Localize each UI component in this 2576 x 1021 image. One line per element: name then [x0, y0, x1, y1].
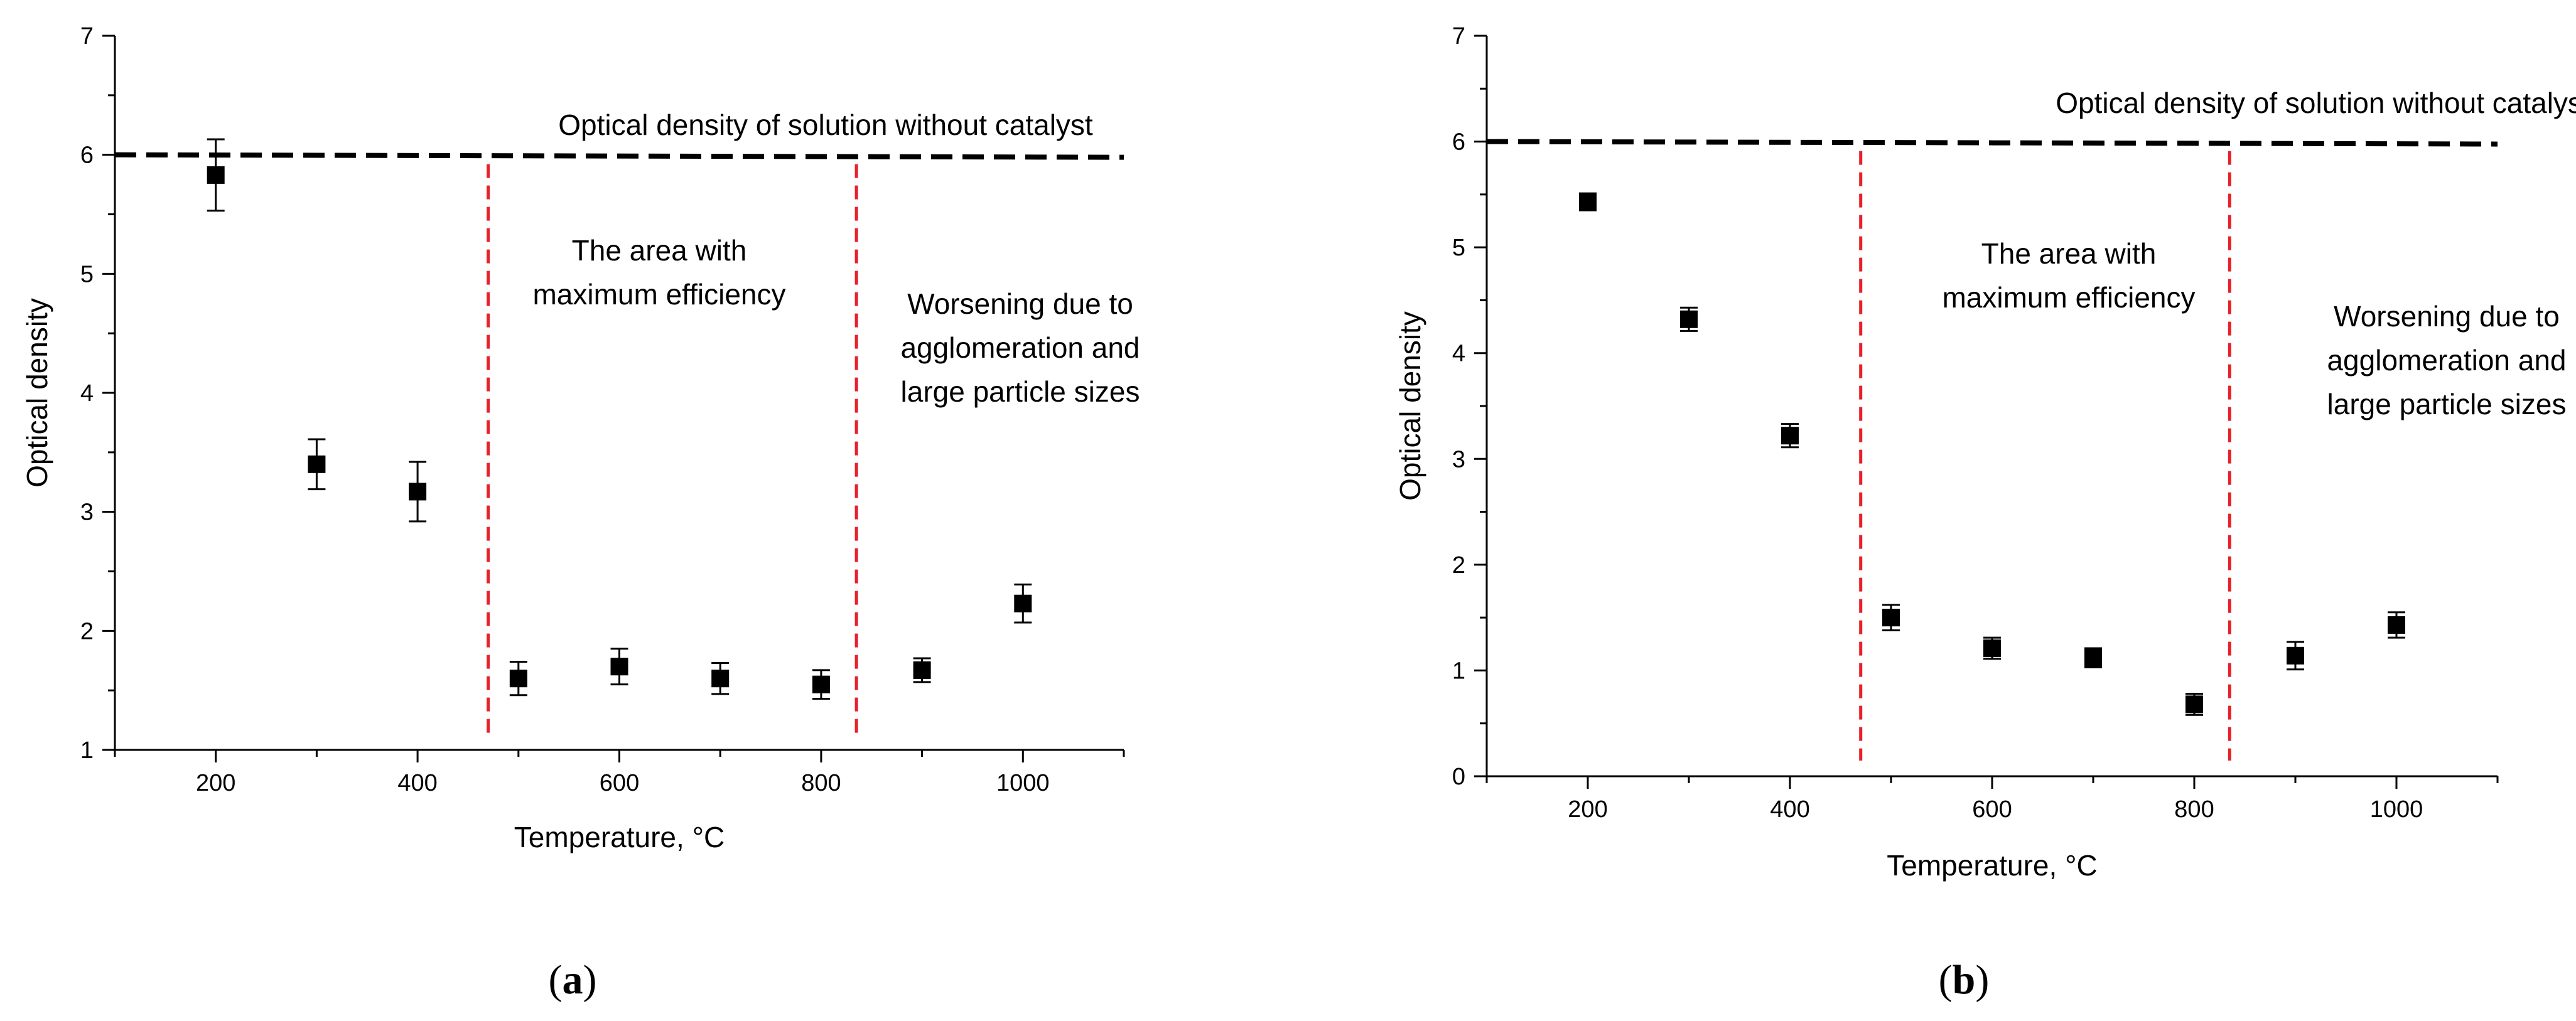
data-point — [1983, 639, 2001, 658]
reference-line-label: Optical density of solution without cata… — [558, 109, 1093, 141]
x-tick-label: 200 — [1568, 796, 1607, 823]
panel-label: (b) — [1939, 957, 1990, 1003]
panel-label-letter: a — [563, 957, 583, 1003]
data-point — [711, 670, 730, 688]
region-label-middle: The area with — [1981, 237, 2157, 270]
y-tick-label: 7 — [80, 23, 94, 50]
y-tick-label: 5 — [1452, 235, 1465, 261]
y-tick-label: 4 — [80, 380, 94, 407]
data-point — [2388, 616, 2405, 634]
y-tick-label: 6 — [80, 142, 94, 169]
chart-panel-b: 0 1 2 3 4 5 6 7 200 400 600 800 1000 Temperature, °C O… — [1394, 23, 2576, 1003]
data-point — [1882, 609, 1900, 627]
reference-line — [1486, 139, 2498, 147]
panel-label: (a) — [549, 957, 597, 1003]
y-tick-label: 2 — [80, 618, 94, 644]
region-label-right: agglomeration and — [900, 331, 1140, 364]
data-point — [409, 483, 427, 501]
data-point — [913, 661, 931, 679]
reference-line — [114, 152, 1124, 160]
data-point — [308, 455, 326, 473]
y-axis-title: Optical density — [1394, 311, 1426, 501]
y-tick-label: 4 — [1452, 341, 1465, 367]
panel-label-close: ) — [583, 957, 597, 1003]
x-tick-label: 600 — [600, 770, 639, 796]
data-point — [1680, 310, 1698, 328]
x-tick-label: 400 — [397, 770, 437, 796]
data-point — [1781, 427, 1799, 445]
data-point — [610, 658, 628, 676]
y-axis-title: Optical density — [21, 298, 53, 488]
region-label-middle: The area with — [572, 234, 747, 267]
chart-panel-a: 1 2 3 4 5 6 7 200 400 600 800 1000 Temperature, °C Op… — [21, 23, 1140, 1003]
x-tick-label: 600 — [1972, 796, 2012, 823]
x-tick-label: 200 — [196, 770, 235, 796]
region-label-right: agglomeration and — [2327, 344, 2566, 377]
data-point — [1579, 193, 1597, 211]
region-label-right: large particle sizes — [2327, 388, 2567, 420]
x-tick-label: 1000 — [2370, 796, 2423, 823]
region-label-right: Worsening due to — [2334, 300, 2560, 333]
panel-label-letter: b — [1953, 957, 1976, 1003]
y-tick-label: 1 — [80, 737, 94, 764]
data-point — [1014, 594, 1032, 612]
y-tick-label: 3 — [1452, 446, 1465, 473]
y-tick-label: 0 — [1452, 764, 1465, 790]
x-tick-label: 400 — [1770, 796, 1809, 823]
data-point — [2185, 695, 2203, 714]
region-label-middle: maximum efficiency — [1942, 281, 2195, 314]
panel-label-open: ( — [549, 957, 563, 1003]
reference-line-label: Optical density of solution without cata… — [2056, 87, 2576, 119]
data-point — [207, 166, 225, 184]
y-tick-label: 3 — [80, 500, 94, 526]
y-tick-label: 1 — [1452, 658, 1465, 684]
y-tick-label: 5 — [80, 261, 94, 287]
y-tick-label: 6 — [1452, 129, 1465, 156]
region-label-right: Worsening due to — [907, 287, 1133, 320]
data-point — [2287, 646, 2304, 665]
region-label-middle: maximum efficiency — [532, 278, 785, 311]
data-point — [509, 670, 527, 688]
panel-label-close: ) — [1975, 957, 1989, 1003]
x-tick-label: 800 — [801, 770, 841, 796]
x-tick-label: 1000 — [996, 770, 1050, 796]
x-axis-title: Temperature, °C — [514, 821, 725, 853]
panel-label-open: ( — [1939, 957, 1953, 1003]
region-label-right: large particle sizes — [901, 375, 1140, 408]
data-point — [2084, 649, 2102, 667]
data-point — [812, 675, 830, 693]
y-tick-label: 7 — [1452, 23, 1465, 50]
x-axis-title: Temperature, °C — [1887, 849, 2097, 882]
y-tick-label: 2 — [1452, 552, 1465, 579]
x-tick-label: 800 — [2174, 796, 2214, 823]
